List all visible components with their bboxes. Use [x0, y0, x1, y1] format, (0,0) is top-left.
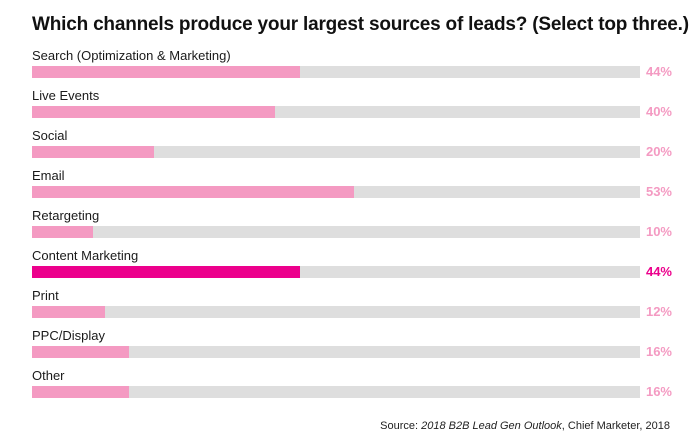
bar-row: PPC/Display 16%	[32, 326, 672, 366]
bar	[32, 346, 130, 358]
bar-row: Live Events 40%	[32, 86, 672, 126]
source-publication: 2018 B2B Lead Gen Outlook	[421, 420, 562, 432]
bar	[32, 226, 93, 238]
bar-track	[32, 306, 640, 318]
bar-value-label: 16%	[645, 384, 672, 399]
bar	[32, 106, 276, 118]
bar-track	[32, 266, 640, 278]
bar-row: Social 20%	[32, 126, 672, 166]
bar-category-label: PPC/Display	[32, 328, 105, 343]
bar-value-label: 44%	[645, 264, 672, 279]
bar-value-label: 20%	[645, 144, 672, 159]
source-suffix: , Chief Marketer, 2018	[561, 420, 670, 432]
chart-title: Which channels produce your largest sour…	[32, 14, 689, 35]
bar-row: Retargeting 10%	[32, 206, 672, 246]
bar-track	[32, 106, 640, 118]
bar-value-label: 53%	[645, 184, 672, 199]
bar-category-label: Other	[32, 368, 65, 383]
bar-category-label: Content Marketing	[32, 248, 139, 263]
bar-track	[32, 346, 640, 358]
bar	[32, 306, 105, 318]
bar-value-label: 16%	[645, 344, 672, 359]
bar-category-label: Print	[32, 288, 59, 303]
bar-track	[32, 386, 640, 398]
bar	[32, 66, 300, 78]
bar-category-label: Live Events	[32, 88, 100, 103]
bar-value-label: 12%	[645, 304, 672, 319]
bar-value-label: 40%	[645, 104, 672, 119]
bar-category-label: Search (Optimization & Marketing)	[32, 48, 231, 63]
bar-track	[32, 66, 640, 78]
bar	[32, 146, 154, 158]
bar-track	[32, 226, 640, 238]
source-prefix: Source:	[380, 420, 422, 432]
bar-row: Search (Optimization & Marketing) 44%	[32, 46, 672, 86]
bar-row: Email 53%	[32, 166, 672, 206]
bar-value-label: 44%	[645, 64, 672, 79]
bar-row: Other 16%	[32, 366, 672, 406]
bar-row: Content Marketing 44%	[32, 246, 672, 286]
bar-track	[32, 186, 640, 198]
bar	[32, 266, 300, 278]
bar	[32, 386, 130, 398]
bar-category-label: Social	[32, 128, 68, 143]
bar-category-label: Retargeting	[32, 208, 100, 223]
bar-row: Print 12%	[32, 286, 672, 326]
bar-chart: Search (Optimization & Marketing) 44% Live…	[32, 46, 672, 406]
bar	[32, 186, 355, 198]
source-note: Source: 2018 B2B Lead Gen Outlook, Chief…	[380, 420, 670, 432]
bar-track	[32, 146, 640, 158]
bar-category-label: Email	[32, 168, 65, 183]
bar-value-label: 10%	[645, 224, 672, 239]
